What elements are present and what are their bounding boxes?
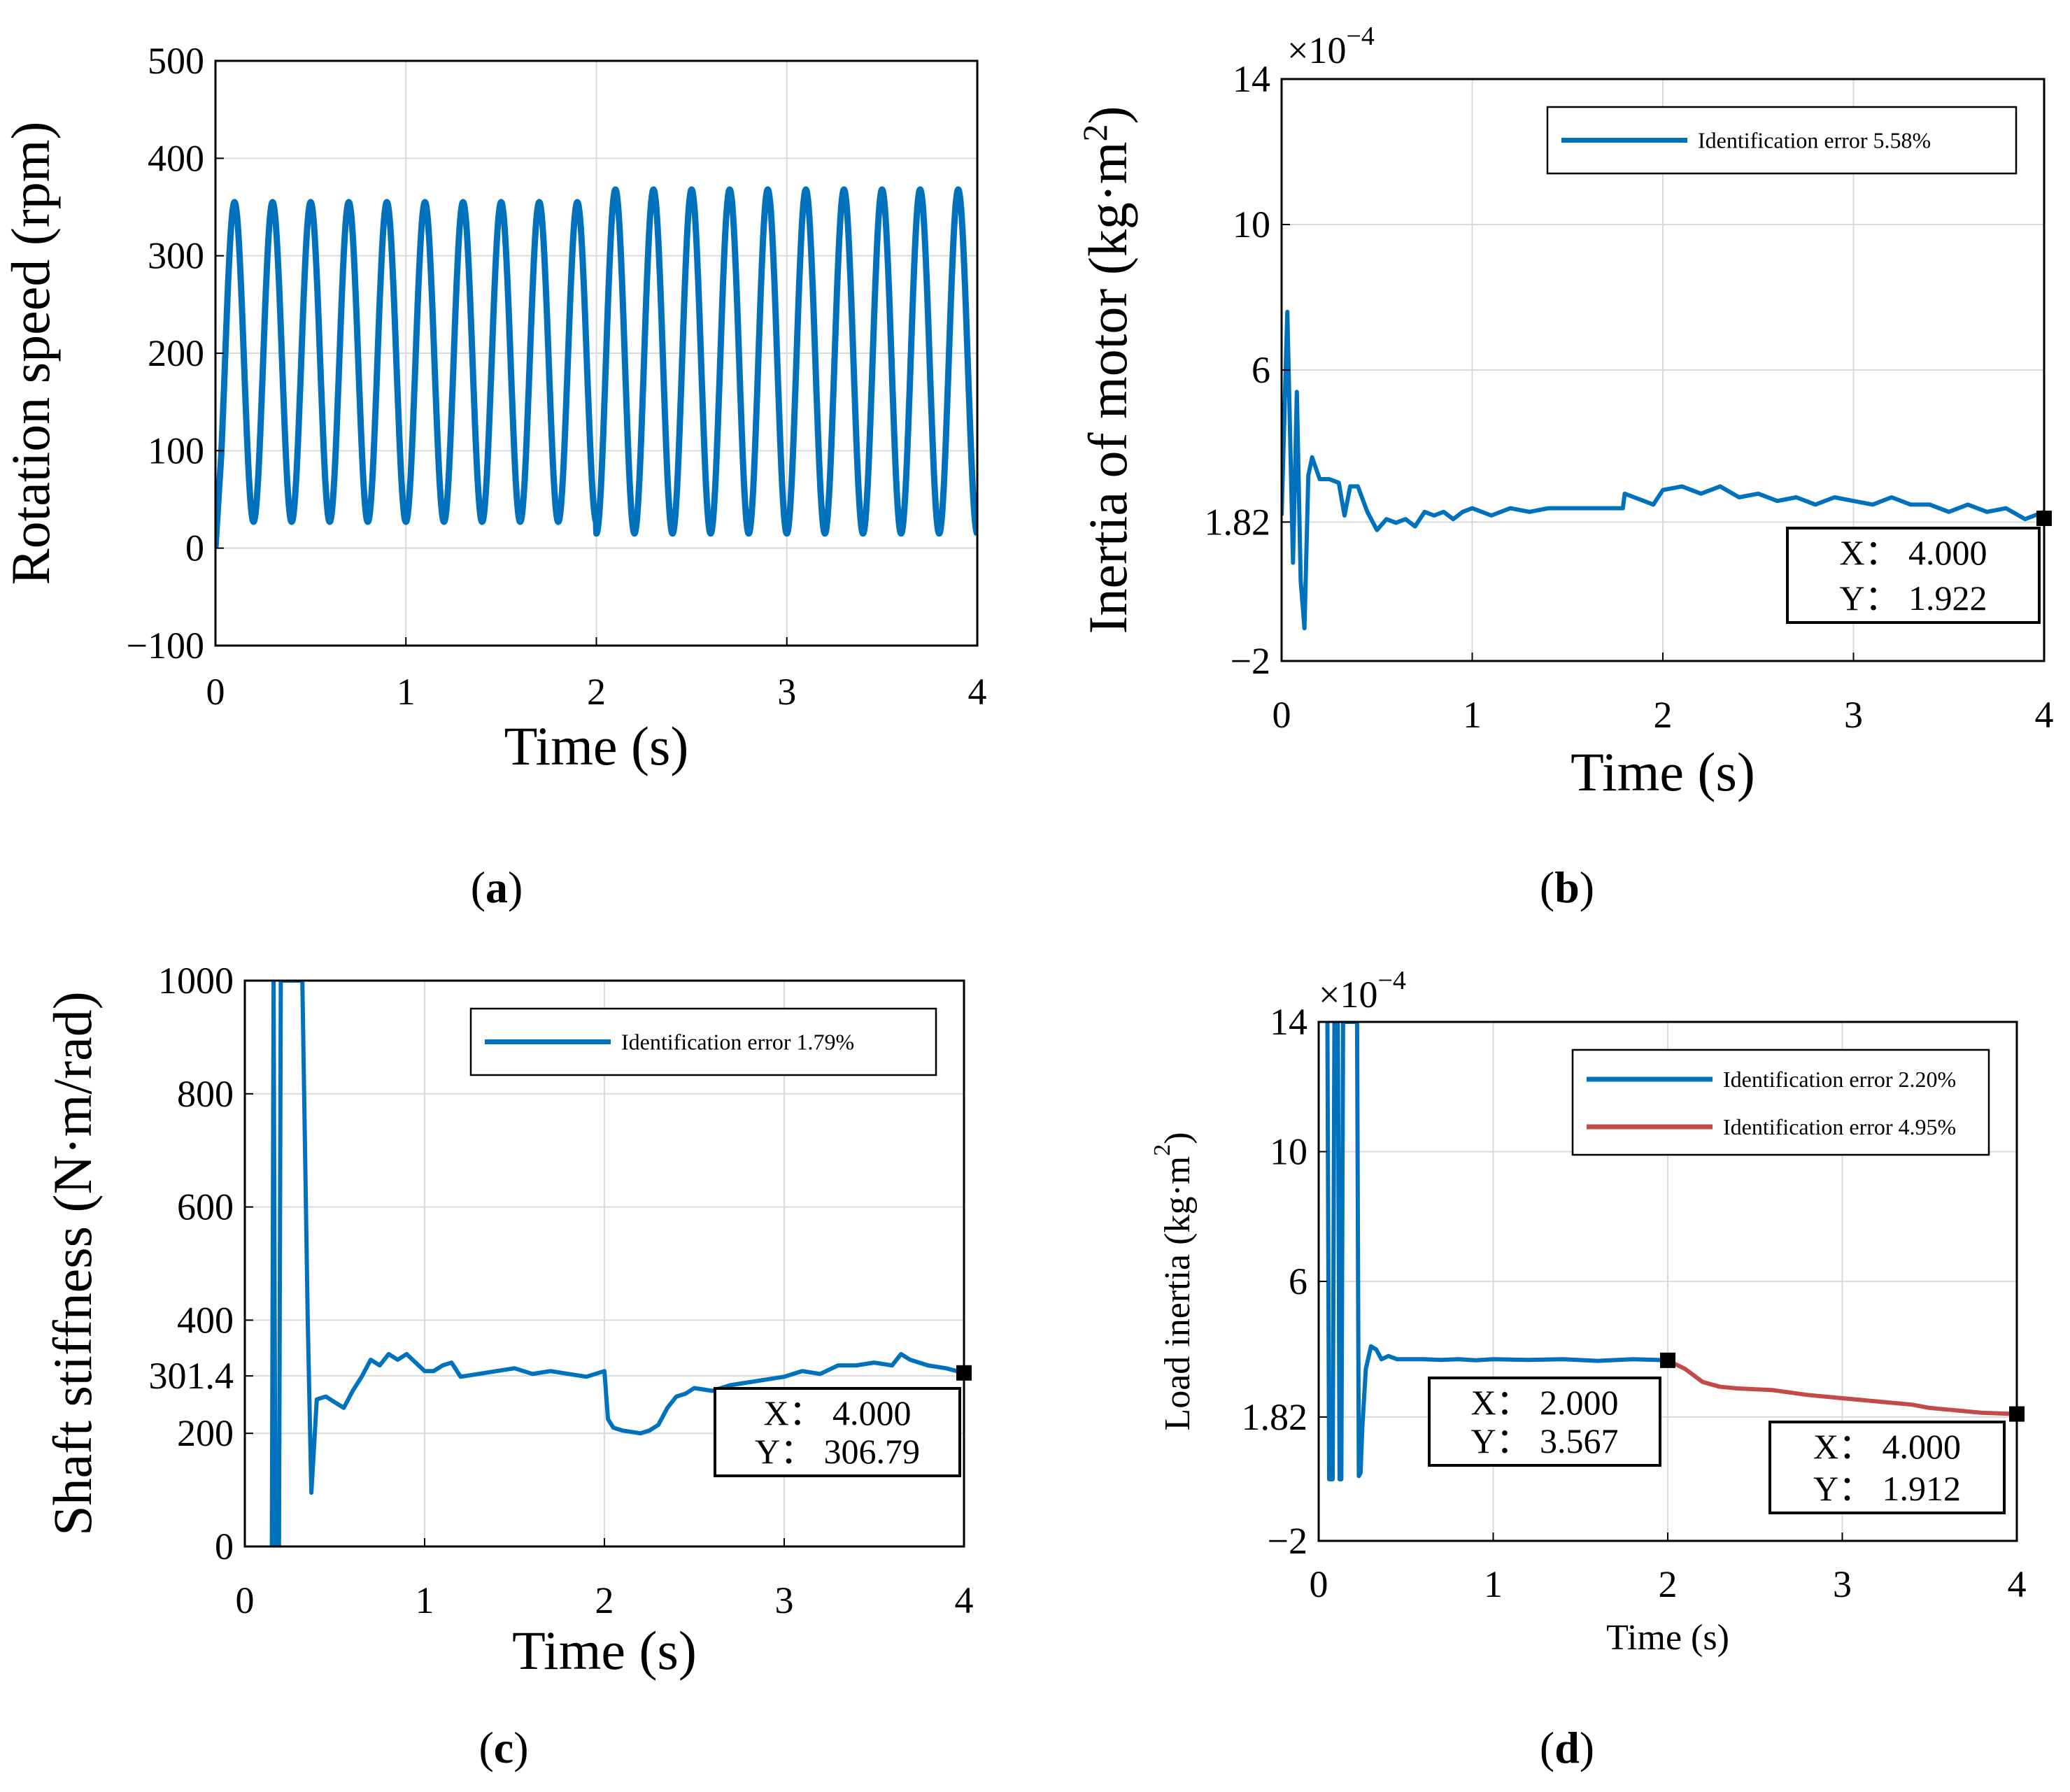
datatip-y-value: Y： 306.79 <box>755 1432 920 1471</box>
x-tick-label: 3 <box>777 671 796 713</box>
datatip-marker <box>956 1365 972 1381</box>
y-exponent-label: ×10−4 <box>1287 22 1375 71</box>
y-tick-label: 200 <box>177 1412 234 1454</box>
datatip-box <box>1428 1377 1661 1467</box>
x-tick-label: 4 <box>2035 694 2054 736</box>
series-line-rotation-speed <box>215 186 977 549</box>
legend-box <box>1571 1048 1990 1156</box>
x-tick-label: 0 <box>1273 694 1291 736</box>
y-tick-label: 14 <box>1270 1001 1307 1043</box>
x-tick-label: 2 <box>587 671 606 713</box>
x-tick-label: 1 <box>416 1579 434 1621</box>
y-tick-label: −2 <box>1268 1520 1307 1562</box>
x-tick-label: 4 <box>955 1579 974 1621</box>
legend-entry: Identification error 5.58% <box>1698 128 1931 153</box>
chart-panel-b: 0 1 2 3 4 −2 1.82 6 10 14 ×10−4 Time (s) Inertia of … <box>1075 22 2054 912</box>
y-axis-label: Load inertia (kg·m2) <box>1149 1132 1198 1430</box>
y-tick-label: 10 <box>1270 1131 1307 1173</box>
datatip-x-value: X： 4.000 <box>1813 1427 1961 1466</box>
legend-entry: Identification error 2.20% <box>1723 1067 1956 1092</box>
series-line-1 <box>1325 1022 1668 1481</box>
x-tick-label: 1 <box>1463 694 1482 736</box>
y-tick-label: 200 <box>148 332 204 374</box>
x-axis-label: Time (s) <box>512 1620 697 1681</box>
x-tick-label: 0 <box>236 1579 255 1621</box>
datatip-box <box>1768 1421 2006 1514</box>
x-tick-label: 0 <box>1310 1563 1328 1605</box>
datatip-x-value: X： 4.000 <box>763 1393 911 1432</box>
y-tick-label: −100 <box>127 625 204 667</box>
x-tick-label: 3 <box>1844 694 1863 736</box>
datatip-y-value: Y： 1.912 <box>1813 1469 1961 1508</box>
datatip-y-value: Y： 3.567 <box>1470 1421 1618 1460</box>
y-tick-label: 0 <box>215 1526 234 1567</box>
panel-caption: (a) <box>471 862 523 912</box>
y-axis-label: Inertia of motor (kg·m2) <box>1075 106 1138 634</box>
y-tick-label: 1.82 <box>1205 501 1271 543</box>
y-tick-label: 600 <box>177 1186 234 1228</box>
x-axis-label: Time (s) <box>1571 741 1755 802</box>
datatip-marker <box>2036 511 2052 527</box>
x-tick-label: 2 <box>1654 694 1673 736</box>
x-tick-label: 4 <box>2008 1563 2027 1605</box>
x-tick-label: 1 <box>1484 1563 1503 1605</box>
series-line-1 <box>269 981 964 1546</box>
datatip-x-value: X： 2.000 <box>1470 1383 1618 1422</box>
y-tick-label: 800 <box>177 1073 234 1115</box>
panel-caption: (d) <box>1540 1723 1594 1772</box>
legend-entry: Identification error 4.95% <box>1723 1114 1956 1139</box>
x-axis-label: Time (s) <box>504 716 689 776</box>
y-axis-label: Shaft stiffness (N·m/rad) <box>42 991 103 1535</box>
x-tick-label: 0 <box>206 671 225 713</box>
chart-panel-c: 0 1 2 3 4 0 200 301.4 400 600 800 1000 Time (s) Shaft… <box>42 960 974 1772</box>
legend-entry: Identification error 1.79% <box>621 1030 854 1055</box>
y-tick-label: 301.4 <box>149 1355 234 1397</box>
x-axis-label: Time (s) <box>1606 1618 1729 1658</box>
y-tick-label: 6 <box>1252 349 1270 391</box>
y-tick-label: 10 <box>1233 204 1270 246</box>
y-tick-label: 500 <box>148 40 204 82</box>
y-tick-label: 1.82 <box>1242 1396 1308 1438</box>
y-tick-label: 0 <box>185 527 204 569</box>
y-tick-label: 400 <box>148 137 204 179</box>
datatip-marker <box>1660 1352 1675 1368</box>
x-tick-label: 4 <box>968 671 987 713</box>
y-tick-label: 300 <box>148 235 204 277</box>
y-tick-label: 1000 <box>158 960 234 1002</box>
datatip-x-value: X： 4.000 <box>1839 533 1987 572</box>
y-tick-label: 14 <box>1233 58 1270 100</box>
x-tick-label: 2 <box>1659 1563 1678 1605</box>
x-tick-label: 3 <box>1833 1563 1852 1605</box>
y-tick-label: 6 <box>1289 1260 1307 1302</box>
datatip-box <box>1786 527 2041 624</box>
panel-caption: (b) <box>1540 862 1594 912</box>
datatip-marker <box>2009 1406 2025 1422</box>
y-tick-label: 400 <box>177 1299 234 1341</box>
panel-caption: (c) <box>478 1723 528 1772</box>
datatip-box <box>714 1387 961 1477</box>
y-axis-label: Rotation speed (rpm) <box>0 122 61 585</box>
series-line-2 <box>1666 1358 2017 1416</box>
datatip-y-value: Y： 1.922 <box>1839 578 1987 618</box>
series-line-1 <box>1282 309 2044 631</box>
y-exponent-label: ×10−4 <box>1319 966 1406 1016</box>
y-tick-label: 100 <box>148 429 204 471</box>
y-tick-label: −2 <box>1231 640 1270 682</box>
x-tick-label: 3 <box>775 1579 794 1621</box>
x-tick-label: 2 <box>595 1579 614 1621</box>
chart-panel-d: 0 1 2 3 4 −2 1.82 6 10 14 ×10−4 Time (s) Load inerti… <box>1149 966 2027 1772</box>
x-tick-label: 1 <box>397 671 416 713</box>
